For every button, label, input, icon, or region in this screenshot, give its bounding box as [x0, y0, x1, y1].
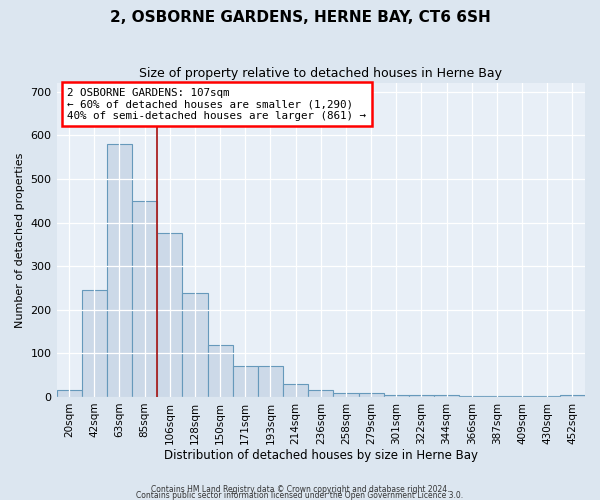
- Bar: [182, 293, 208, 397]
- Bar: [308, 390, 334, 397]
- Text: 2 OSBORNE GARDENS: 107sqm
← 60% of detached houses are smaller (1,290)
40% of se: 2 OSBORNE GARDENS: 107sqm ← 60% of detac…: [67, 88, 366, 121]
- Bar: [359, 394, 383, 397]
- Bar: [283, 384, 308, 397]
- X-axis label: Distribution of detached houses by size in Herne Bay: Distribution of detached houses by size …: [164, 450, 478, 462]
- Bar: [208, 344, 233, 397]
- Text: 2, OSBORNE GARDENS, HERNE BAY, CT6 6SH: 2, OSBORNE GARDENS, HERNE BAY, CT6 6SH: [110, 10, 490, 25]
- Bar: [383, 395, 409, 397]
- Bar: [560, 395, 585, 397]
- Text: Contains public sector information licensed under the Open Government Licence 3.: Contains public sector information licen…: [136, 490, 464, 500]
- Title: Size of property relative to detached houses in Herne Bay: Size of property relative to detached ho…: [139, 68, 502, 80]
- Bar: [132, 201, 157, 397]
- Bar: [258, 366, 283, 397]
- Bar: [56, 390, 82, 397]
- Bar: [409, 395, 434, 397]
- Bar: [459, 396, 484, 397]
- Bar: [509, 396, 535, 397]
- Y-axis label: Number of detached properties: Number of detached properties: [15, 152, 25, 328]
- Text: Contains HM Land Registry data © Crown copyright and database right 2024.: Contains HM Land Registry data © Crown c…: [151, 485, 449, 494]
- Bar: [484, 396, 509, 397]
- Bar: [107, 144, 132, 397]
- Bar: [157, 234, 182, 397]
- Bar: [535, 396, 560, 397]
- Bar: [434, 395, 459, 397]
- Bar: [82, 290, 107, 397]
- Bar: [334, 392, 359, 397]
- Bar: [233, 366, 258, 397]
